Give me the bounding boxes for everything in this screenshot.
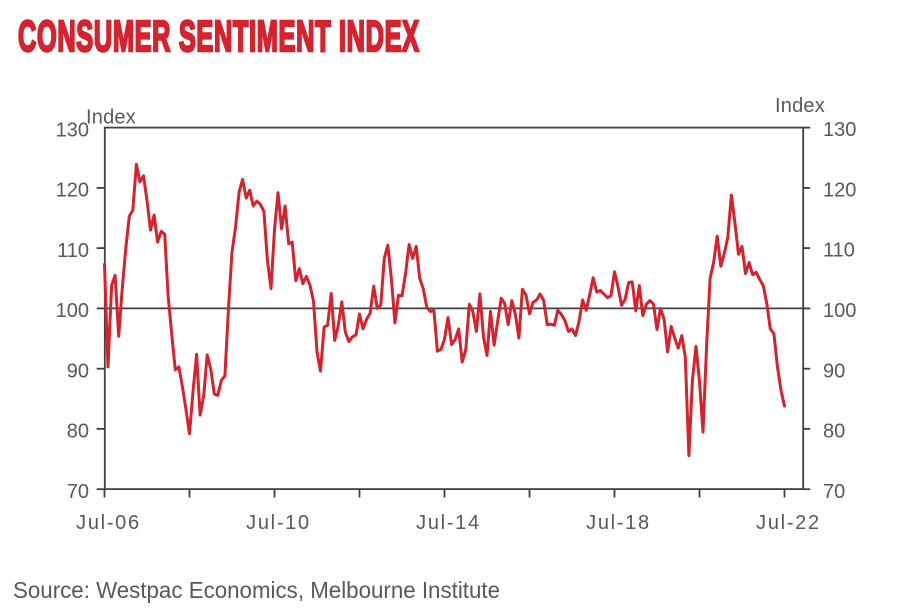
- svg-text:130: 130: [56, 119, 89, 141]
- svg-text:90: 90: [823, 360, 845, 382]
- svg-text:120: 120: [823, 180, 856, 202]
- svg-text:Jul-18: Jul-18: [586, 512, 651, 534]
- svg-text:90: 90: [67, 361, 89, 383]
- svg-text:70: 70: [67, 481, 89, 503]
- svg-text:Index: Index: [775, 95, 825, 117]
- svg-text:Source: Westpac Economics, Mel: Source: Westpac Economics, Melbourne Ins…: [13, 577, 500, 603]
- svg-text:Jul-14: Jul-14: [416, 512, 481, 534]
- svg-text:80: 80: [67, 421, 89, 443]
- svg-text:100: 100: [823, 300, 856, 322]
- svg-text:130: 130: [823, 119, 856, 141]
- svg-text:110: 110: [57, 240, 89, 262]
- svg-text:110: 110: [823, 240, 855, 262]
- svg-text:70: 70: [823, 481, 845, 503]
- svg-text:120: 120: [56, 180, 89, 202]
- svg-text:100: 100: [56, 300, 89, 322]
- svg-text:Jul-10: Jul-10: [246, 512, 311, 534]
- svg-text:Jul-06: Jul-06: [76, 512, 141, 534]
- svg-text:Index: Index: [86, 107, 136, 129]
- svg-text:Jul-22: Jul-22: [756, 512, 821, 534]
- svg-text:80: 80: [823, 421, 845, 443]
